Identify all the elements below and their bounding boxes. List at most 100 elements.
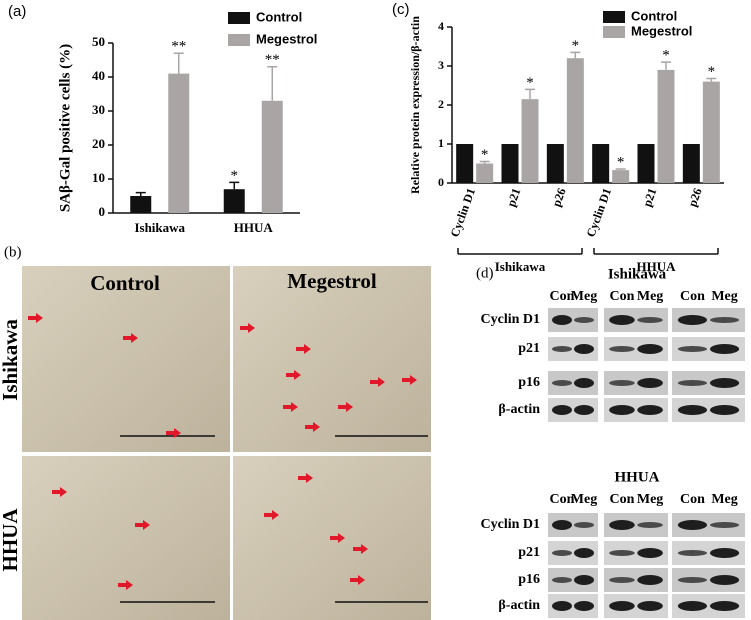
micrograph — [233, 266, 431, 452]
y-axis-label: SAβ-Gal positive cells (%) — [57, 44, 73, 212]
blot-band — [574, 405, 594, 415]
bar — [592, 144, 610, 183]
column-title: Megestrol — [287, 269, 377, 293]
y-tick-label: 10 — [92, 170, 105, 185]
significance: * — [572, 38, 580, 54]
blot-band — [709, 548, 740, 558]
bar — [682, 144, 700, 183]
row-label: p21 — [518, 341, 540, 356]
row-title: HHUA — [0, 508, 22, 572]
blot-band — [709, 344, 740, 354]
panel-label: (a) — [8, 3, 26, 20]
row-label: p16 — [518, 572, 540, 587]
column-label: Con — [680, 492, 705, 507]
y-axis-label: Relative protein expression/β-actin — [408, 16, 422, 194]
y-tick-label: 0 — [99, 204, 106, 219]
blot-band — [677, 601, 708, 611]
blot-band — [637, 344, 663, 354]
x-tick-label: Cyclin D1 — [583, 186, 614, 239]
column-label: Con — [609, 492, 634, 507]
bar — [566, 58, 584, 184]
row-label: β-actin — [498, 402, 540, 417]
blot-band — [574, 575, 594, 585]
blot-band — [709, 317, 740, 323]
block-title: Ishikawa — [608, 266, 667, 282]
error-bar — [267, 66, 278, 101]
panel-label: (c) — [392, 1, 410, 18]
column-label: Meg — [637, 492, 663, 507]
legend-swatch — [603, 26, 625, 38]
x-tick-label: p21 — [504, 186, 524, 208]
legend-label: Megestrol — [256, 31, 317, 46]
blot-band — [677, 520, 708, 530]
column-label: Con — [609, 289, 634, 304]
blot-band — [552, 315, 572, 325]
panel-label: (b) — [4, 244, 22, 260]
blot-band — [574, 601, 594, 611]
block-title: HHUA — [615, 469, 660, 485]
blot-band — [574, 522, 594, 528]
blot-band — [677, 346, 708, 352]
panel-label: (d) — [476, 265, 494, 281]
blot-band — [709, 522, 740, 528]
y-tick-label: 3 — [438, 58, 444, 72]
blot-band — [709, 378, 740, 388]
significance: * — [617, 154, 625, 170]
blot-band — [709, 601, 740, 611]
blot-band — [609, 380, 635, 386]
error-bar — [525, 88, 535, 100]
column-label: Con — [550, 492, 575, 507]
group-label: Ishikawa — [495, 259, 546, 274]
error-bar — [135, 191, 146, 196]
group-label: HHUA — [637, 259, 677, 274]
error-bar — [615, 168, 626, 171]
bar — [612, 170, 630, 183]
blot-band — [637, 601, 663, 611]
blot-band — [637, 378, 663, 388]
blot-band — [637, 522, 663, 528]
arrows — [28, 313, 417, 590]
y-tick-label: 50 — [92, 34, 105, 49]
blot-band — [609, 405, 635, 415]
x-tick-label: p26 — [549, 186, 569, 208]
row-label: Cyclin D1 — [481, 517, 541, 532]
row-label: p21 — [518, 545, 540, 560]
row-label: p16 — [518, 375, 540, 390]
column-label: Con — [550, 289, 575, 304]
y-tick-label: 30 — [92, 102, 105, 117]
blot-band — [552, 380, 572, 386]
blot-band — [609, 601, 635, 611]
column-label: Meg — [571, 289, 597, 304]
blot-band — [637, 575, 663, 585]
column-label: Meg — [637, 289, 663, 304]
bar — [456, 144, 474, 183]
blot-band — [609, 346, 635, 352]
bar — [261, 100, 283, 213]
blot-band — [574, 378, 594, 388]
error-bar — [479, 160, 490, 164]
legend-label: Control — [256, 9, 302, 24]
bar — [168, 73, 190, 213]
micrograph — [22, 266, 230, 452]
x-tick-label: p21 — [640, 186, 660, 208]
significance: * — [662, 48, 670, 64]
blot-band — [637, 548, 663, 558]
y-tick-label: 40 — [92, 68, 105, 83]
x-tick-label: HHUA — [234, 220, 274, 235]
blot-band — [677, 380, 708, 386]
x-tick-label: p26 — [685, 186, 705, 208]
error-bar — [706, 77, 717, 82]
bar — [637, 144, 655, 183]
scale-bars — [120, 435, 428, 603]
blot-band — [709, 405, 740, 415]
column-label: Meg — [711, 289, 737, 304]
y-tick-label: 4 — [438, 19, 444, 33]
significance: * — [231, 168, 239, 184]
legend-swatch — [228, 34, 250, 46]
blot-band — [552, 550, 572, 556]
blot-band — [677, 405, 708, 415]
blot-band — [574, 548, 594, 558]
y-tick-label: 1 — [438, 136, 444, 150]
blot-band — [609, 520, 635, 530]
blot-band — [552, 346, 572, 352]
